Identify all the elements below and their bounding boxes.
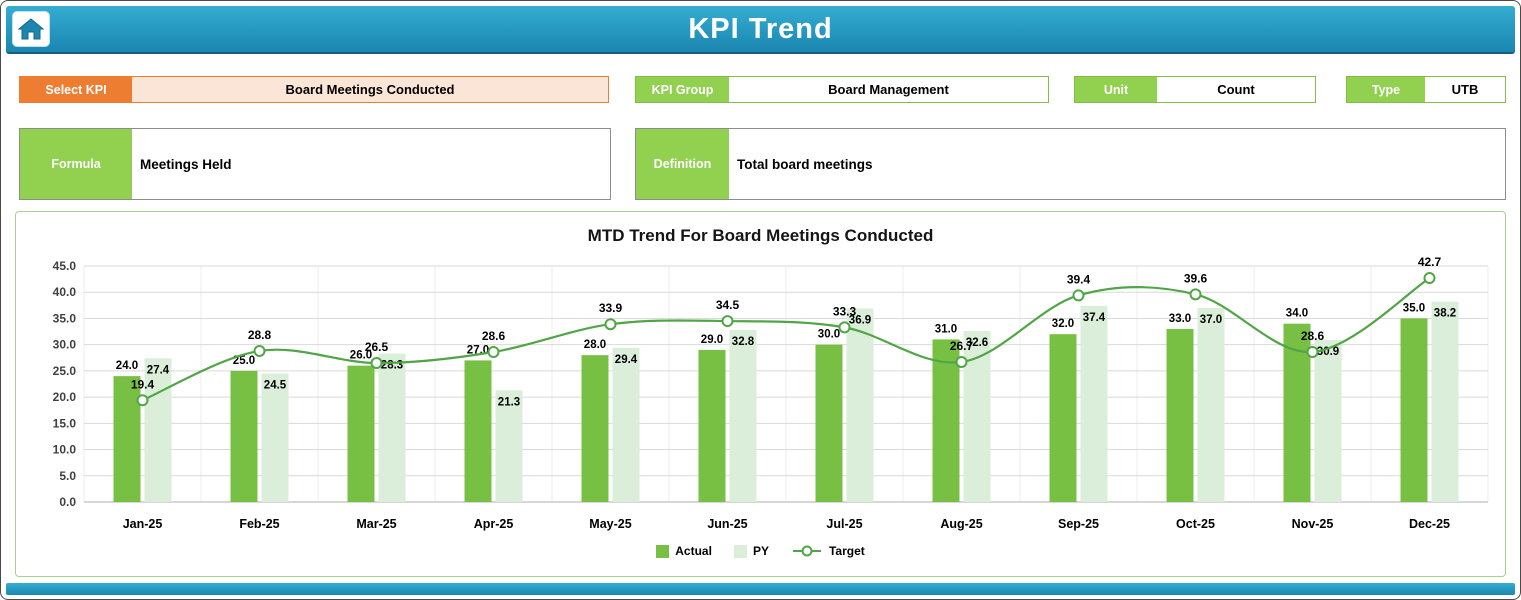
svg-text:10.0: 10.0	[53, 443, 77, 457]
svg-text:Jan-25: Jan-25	[123, 517, 163, 531]
svg-text:Sep-25: Sep-25	[1058, 517, 1099, 531]
svg-text:27.4: 27.4	[147, 364, 170, 376]
svg-text:33.0: 33.0	[1169, 313, 1191, 325]
svg-text:32.6: 32.6	[966, 337, 988, 349]
svg-text:30.0: 30.0	[53, 338, 77, 352]
legend-label: Target	[828, 544, 865, 558]
svg-text:45.0: 45.0	[53, 259, 77, 273]
svg-text:Aug-25: Aug-25	[940, 517, 982, 531]
select-kpi-control: Select KPI Board Meetings Conducted	[19, 76, 609, 103]
header-bar: KPI Trend	[6, 6, 1515, 54]
svg-text:Oct-25: Oct-25	[1176, 517, 1215, 531]
svg-text:32.0: 32.0	[1052, 318, 1074, 330]
unit-value: Count	[1157, 77, 1315, 102]
definition-box: Definition Total board meetings	[635, 128, 1506, 200]
home-button[interactable]	[12, 11, 50, 47]
formula-value: Meetings Held	[140, 156, 232, 172]
svg-text:33.9: 33.9	[599, 301, 623, 315]
svg-text:35.0: 35.0	[53, 311, 77, 325]
svg-text:29.0: 29.0	[701, 334, 723, 346]
svg-text:25.0: 25.0	[233, 355, 255, 367]
controls-row: Select KPI Board Meetings Conducted KPI …	[19, 76, 1506, 103]
svg-text:28.3: 28.3	[381, 360, 403, 372]
svg-text:Nov-25: Nov-25	[1292, 517, 1334, 531]
type-control: Type UTB	[1346, 76, 1506, 103]
kpi-trend-chart: 0.0 5.0 10.0 15.0 20.0 25.0 30.0 35.0 40.0 45.0 24…	[53, 255, 1489, 531]
unit-control: Unit Count	[1074, 76, 1316, 103]
svg-text:29.4: 29.4	[615, 354, 638, 366]
legend-label: Actual	[675, 544, 712, 558]
svg-text:28.8: 28.8	[248, 328, 272, 342]
svg-text:39.6: 39.6	[1184, 271, 1208, 285]
definition-value: Total board meetings	[737, 156, 873, 172]
svg-text:Dec-25: Dec-25	[1409, 517, 1450, 531]
legend-label: PY	[752, 544, 769, 558]
formula-box: Formula Meetings Held	[19, 128, 611, 200]
svg-text:28.6: 28.6	[482, 329, 506, 343]
svg-text:34.5: 34.5	[716, 298, 740, 312]
svg-text:Mar-25: Mar-25	[356, 517, 396, 531]
footer-strip	[6, 583, 1515, 595]
svg-text:24.5: 24.5	[264, 380, 287, 392]
svg-text:30.9: 30.9	[1317, 346, 1339, 358]
definition-label: Definition	[636, 129, 729, 199]
svg-text:May-25: May-25	[589, 517, 631, 531]
legend-item-py: PY	[733, 544, 769, 558]
svg-text:26.0: 26.0	[350, 350, 372, 362]
svg-text:42.7: 42.7	[1418, 255, 1442, 269]
svg-text:38.2: 38.2	[1434, 308, 1456, 320]
svg-text:26.7: 26.7	[950, 339, 974, 353]
chart-card: MTD Trend For Board Meetings Conducted 0…	[15, 211, 1506, 577]
svg-text:Jun-25: Jun-25	[707, 517, 747, 531]
svg-text:30.0: 30.0	[818, 329, 840, 341]
svg-text:25.0: 25.0	[53, 364, 77, 378]
legend-swatch-icon	[656, 544, 670, 558]
select-kpi-label: Select KPI	[20, 77, 132, 102]
chart-title: MTD Trend For Board Meetings Conducted	[587, 226, 934, 245]
svg-text:5.0: 5.0	[59, 469, 76, 483]
svg-text:34.0: 34.0	[1286, 308, 1308, 320]
svg-text:33.3: 33.3	[833, 304, 857, 318]
svg-text:24.0: 24.0	[116, 360, 138, 372]
svg-text:Jul-25: Jul-25	[826, 517, 862, 531]
legend-swatch-icon	[733, 544, 747, 558]
svg-text:15.0: 15.0	[53, 416, 77, 430]
svg-text:32.8: 32.8	[732, 336, 755, 348]
svg-text:40.0: 40.0	[53, 285, 77, 299]
svg-text:20.0: 20.0	[53, 390, 77, 404]
svg-text:31.0: 31.0	[935, 323, 957, 335]
svg-text:28.6: 28.6	[1301, 329, 1325, 343]
svg-text:36.9: 36.9	[849, 314, 871, 326]
kpi-group-label: KPI Group	[636, 77, 729, 102]
svg-text:28.0: 28.0	[584, 339, 606, 351]
type-label: Type	[1347, 77, 1425, 102]
kpi-group-value: Board Management	[729, 77, 1048, 102]
page-title: KPI Trend	[688, 12, 833, 45]
kpi-group-control: KPI Group Board Management	[635, 76, 1049, 103]
svg-text:37.4: 37.4	[1083, 312, 1106, 324]
legend-item-target: Target	[791, 544, 865, 558]
svg-text:39.4: 39.4	[1067, 272, 1091, 286]
svg-text:19.4: 19.4	[131, 377, 155, 391]
home-icon	[18, 18, 44, 40]
legend-line-marker-icon	[792, 545, 821, 557]
legend-item-actual: Actual	[656, 544, 712, 558]
svg-text:26.5: 26.5	[365, 340, 389, 354]
formula-label: Formula	[20, 129, 132, 199]
svg-text:0.0: 0.0	[59, 495, 76, 509]
svg-text:35.0: 35.0	[1403, 302, 1425, 314]
svg-text:37.0: 37.0	[1200, 314, 1222, 326]
chart-legend: Actual PY Target	[26, 540, 1495, 562]
select-kpi-value[interactable]: Board Meetings Conducted	[132, 77, 608, 102]
detail-row: Formula Meetings Held Definition Total b…	[19, 128, 1506, 200]
svg-text:Feb-25: Feb-25	[239, 517, 279, 531]
type-value: UTB	[1425, 77, 1505, 102]
svg-text:21.3: 21.3	[498, 396, 520, 408]
svg-text:Apr-25: Apr-25	[474, 517, 514, 531]
unit-label: Unit	[1075, 77, 1157, 102]
